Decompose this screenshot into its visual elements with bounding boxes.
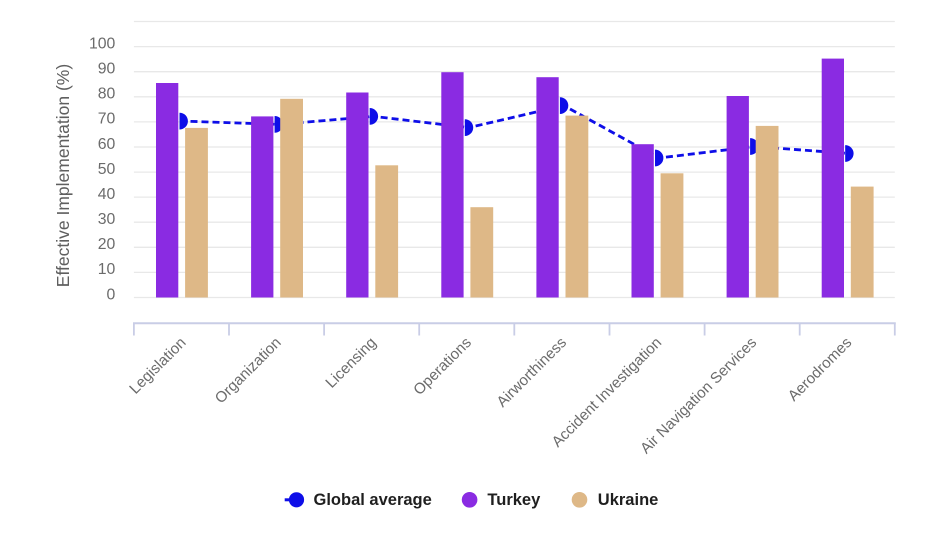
svg-text:60: 60 (98, 136, 116, 153)
svg-text:10: 10 (98, 261, 116, 278)
svg-text:Effective Implementation (%): Effective Implementation (%) (53, 64, 73, 287)
svg-text:90: 90 (98, 61, 116, 78)
svg-text:Ukraine: Ukraine (598, 491, 659, 509)
svg-text:80: 80 (98, 86, 116, 103)
svg-text:50: 50 (98, 161, 116, 178)
svg-text:Global average: Global average (314, 491, 432, 509)
svg-text:40: 40 (98, 186, 116, 203)
svg-text:20: 20 (98, 236, 116, 253)
svg-text:Turkey: Turkey (487, 491, 541, 509)
svg-text:100: 100 (89, 35, 116, 52)
svg-text:30: 30 (98, 211, 116, 228)
svg-text:0: 0 (107, 286, 116, 303)
svg-text:70: 70 (98, 111, 116, 128)
